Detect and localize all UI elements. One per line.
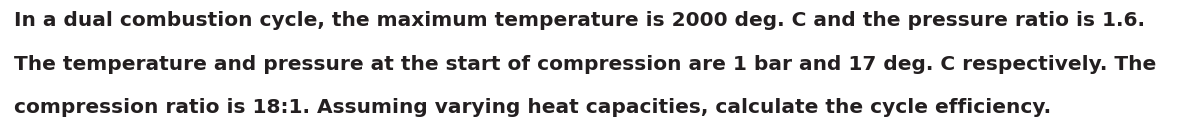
- Text: In a dual combustion cycle, the maximum temperature is 2000 deg. C and the press: In a dual combustion cycle, the maximum …: [14, 11, 1146, 30]
- Text: compression ratio is 18:1. Assuming varying heat capacities, calculate the cycle: compression ratio is 18:1. Assuming vary…: [14, 98, 1051, 117]
- Text: The temperature and pressure at the start of compression are 1 bar and 17 deg. C: The temperature and pressure at the star…: [14, 55, 1157, 74]
